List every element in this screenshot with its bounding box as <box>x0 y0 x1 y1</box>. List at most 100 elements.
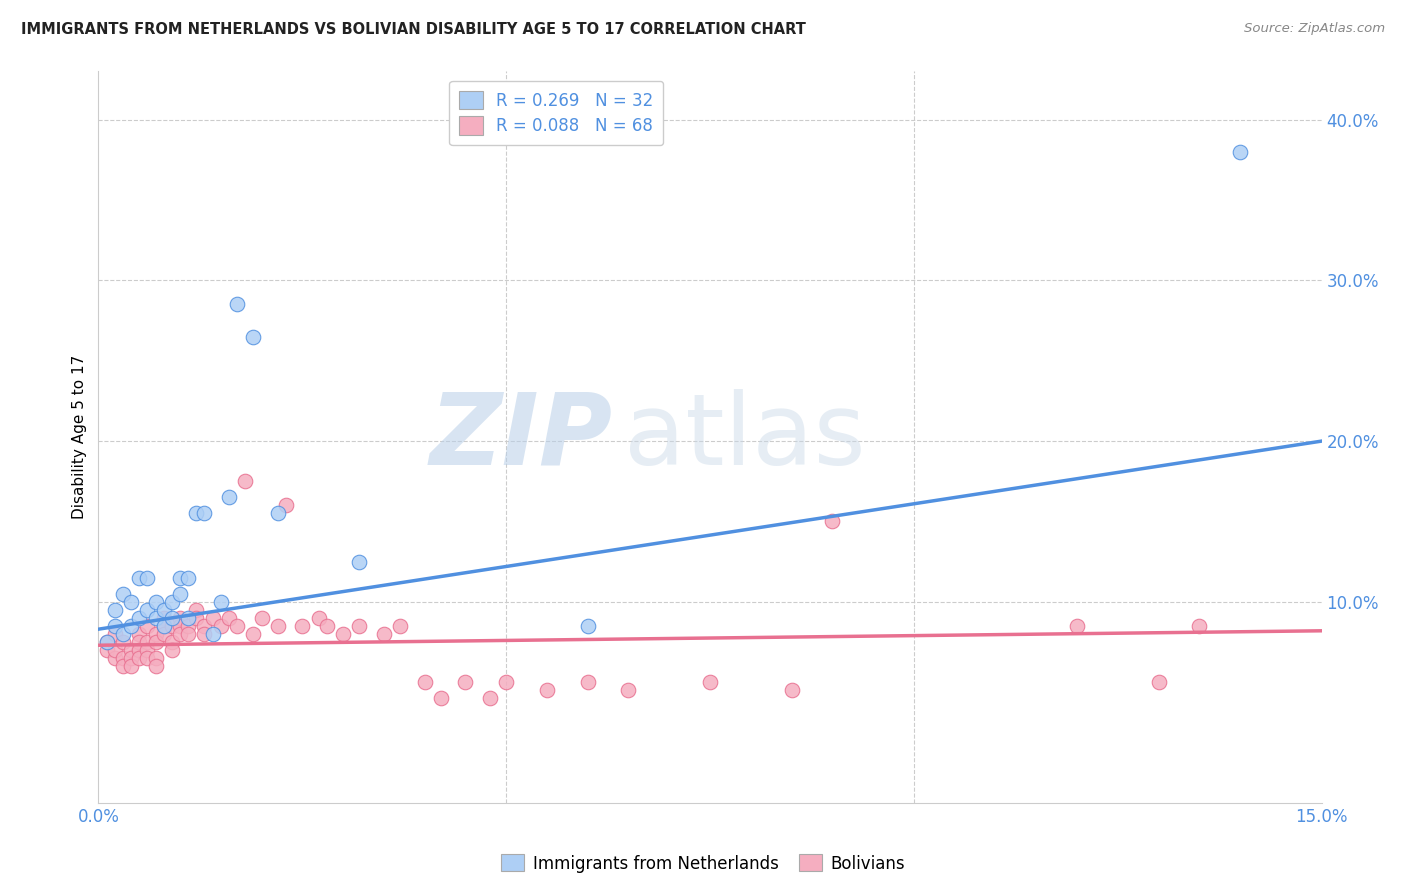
Point <box>128 611 150 625</box>
Point <box>226 619 249 633</box>
Point <box>120 651 142 665</box>
Point <box>177 627 200 641</box>
Point <box>1188 619 1211 633</box>
Legend: Immigrants from Netherlands, Bolivians: Immigrants from Netherlands, Bolivians <box>495 847 911 880</box>
Point <box>128 635 150 649</box>
Point <box>145 627 167 641</box>
Text: ZIP: ZIP <box>429 389 612 485</box>
Point <box>136 619 159 633</box>
Point <box>152 619 174 633</box>
Point <box>111 659 134 673</box>
Point <box>145 635 167 649</box>
Point <box>332 627 354 641</box>
Text: atlas: atlas <box>624 389 866 485</box>
Point <box>218 491 240 505</box>
Point <box>193 507 215 521</box>
Point <box>160 611 183 625</box>
Point <box>96 635 118 649</box>
Point <box>536 683 558 698</box>
Point <box>104 643 127 657</box>
Point <box>145 651 167 665</box>
Point <box>478 691 501 706</box>
Point <box>430 691 453 706</box>
Point <box>152 619 174 633</box>
Point <box>250 611 273 625</box>
Point <box>186 507 208 521</box>
Point <box>193 619 215 633</box>
Point <box>201 627 224 641</box>
Point <box>145 595 167 609</box>
Point <box>169 571 191 585</box>
Point <box>145 611 167 625</box>
Point <box>128 571 150 585</box>
Point <box>104 627 127 641</box>
Point <box>226 297 249 311</box>
Point <box>308 611 330 625</box>
Point <box>274 499 297 513</box>
Point <box>242 329 264 343</box>
Point <box>209 595 232 609</box>
Point <box>120 595 142 609</box>
Point <box>242 627 264 641</box>
Point <box>193 627 215 641</box>
Point <box>111 587 134 601</box>
Point <box>104 619 127 633</box>
Point <box>495 675 517 690</box>
Point <box>136 651 159 665</box>
Point <box>169 627 191 641</box>
Point <box>209 619 232 633</box>
Point <box>576 675 599 690</box>
Y-axis label: Disability Age 5 to 17: Disability Age 5 to 17 <box>72 355 87 519</box>
Point <box>576 619 599 633</box>
Point <box>267 619 290 633</box>
Point <box>120 619 142 633</box>
Point <box>96 643 118 657</box>
Point <box>780 683 803 698</box>
Point <box>96 635 118 649</box>
Point <box>413 675 436 690</box>
Point <box>160 595 183 609</box>
Point <box>821 515 844 529</box>
Point <box>1229 145 1251 159</box>
Point <box>349 619 371 633</box>
Point <box>389 619 412 633</box>
Point <box>291 619 314 633</box>
Point <box>373 627 395 641</box>
Point <box>186 611 208 625</box>
Point <box>169 587 191 601</box>
Point <box>699 675 721 690</box>
Point <box>104 651 127 665</box>
Point <box>233 475 256 489</box>
Point <box>160 643 183 657</box>
Point <box>617 683 640 698</box>
Point <box>169 619 191 633</box>
Point <box>1147 675 1170 690</box>
Point <box>218 611 240 625</box>
Point <box>128 643 150 657</box>
Point <box>111 627 134 641</box>
Point <box>177 571 200 585</box>
Point <box>177 619 200 633</box>
Point <box>169 611 191 625</box>
Point <box>160 635 183 649</box>
Point <box>136 643 159 657</box>
Point <box>128 651 150 665</box>
Point <box>136 603 159 617</box>
Text: IMMIGRANTS FROM NETHERLANDS VS BOLIVIAN DISABILITY AGE 5 TO 17 CORRELATION CHART: IMMIGRANTS FROM NETHERLANDS VS BOLIVIAN … <box>21 22 806 37</box>
Point <box>315 619 337 633</box>
Point <box>1066 619 1088 633</box>
Point <box>201 611 224 625</box>
Point <box>186 603 208 617</box>
Point <box>152 611 174 625</box>
Point <box>349 555 371 569</box>
Legend: R = 0.269   N = 32, R = 0.088   N = 68: R = 0.269 N = 32, R = 0.088 N = 68 <box>450 81 664 145</box>
Point <box>145 659 167 673</box>
Point <box>177 611 200 625</box>
Point <box>152 627 174 641</box>
Point <box>136 571 159 585</box>
Point <box>111 635 134 649</box>
Point <box>136 635 159 649</box>
Point <box>104 603 127 617</box>
Point <box>267 507 290 521</box>
Point <box>111 651 134 665</box>
